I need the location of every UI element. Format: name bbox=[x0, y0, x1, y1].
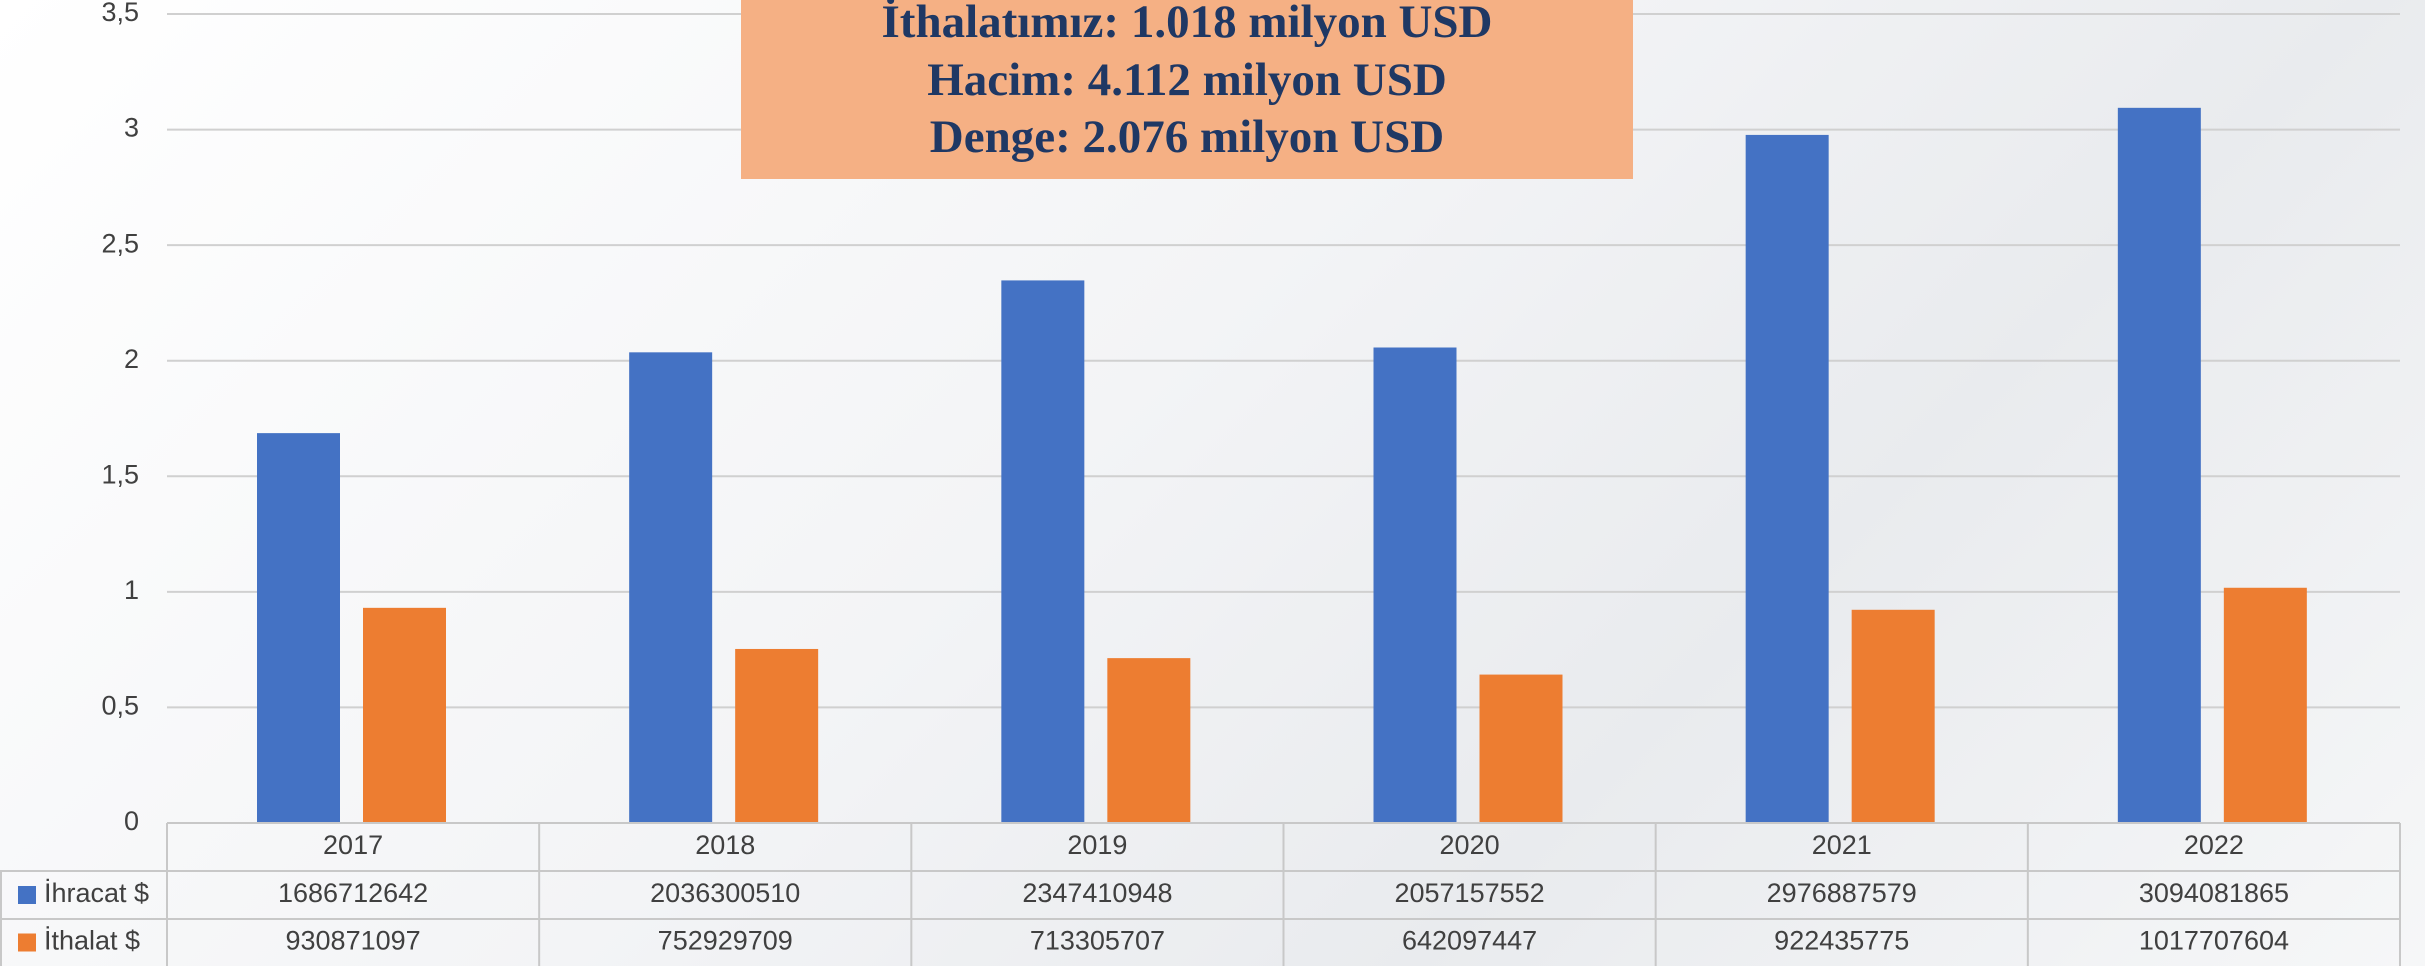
y-tick-label: 2,5 bbox=[101, 228, 139, 258]
bar bbox=[629, 352, 713, 823]
legend-label: İhracat $ bbox=[44, 877, 149, 908]
y-tick-label: 3 bbox=[124, 113, 139, 143]
table-cell: 2057157552 bbox=[1394, 878, 1544, 908]
x-tick-label: 2019 bbox=[1067, 830, 1127, 860]
bar bbox=[363, 607, 446, 823]
y-tick-label: 1,5 bbox=[101, 459, 139, 489]
bar bbox=[1107, 658, 1191, 823]
annotation: İthalatımız: 1.018 milyon USD bbox=[882, 0, 1493, 48]
bar bbox=[1479, 674, 1563, 823]
bar bbox=[257, 433, 340, 823]
y-tick-label: 1 bbox=[124, 575, 139, 605]
bar bbox=[2223, 587, 2307, 823]
x-tick-label: 2018 bbox=[695, 830, 755, 860]
table-cell: 922435775 bbox=[1774, 926, 1909, 956]
x-tick-label: 2017 bbox=[323, 830, 383, 860]
table-cell: 713305707 bbox=[1030, 926, 1165, 956]
annotation: Denge: 2.076 milyon USD bbox=[930, 111, 1444, 163]
bar bbox=[735, 648, 819, 823]
bar bbox=[1373, 347, 1457, 823]
table-cell: 2347410948 bbox=[1022, 878, 1172, 908]
y-tick-label: 2 bbox=[124, 344, 139, 374]
x-tick-label: 2021 bbox=[1812, 830, 1872, 860]
legend-swatch bbox=[18, 886, 36, 904]
bar bbox=[1745, 134, 1829, 823]
bar bbox=[1851, 609, 1935, 823]
x-tick-label: 2022 bbox=[2184, 830, 2244, 860]
legend-label: İthalat $ bbox=[44, 925, 140, 956]
table-cell: 1686712642 bbox=[278, 878, 428, 908]
x-tick-label: 2020 bbox=[1440, 830, 1500, 860]
y-tick-label: 0,5 bbox=[101, 691, 139, 721]
table-cell: 2976887579 bbox=[1767, 878, 1917, 908]
table-cell: 930871097 bbox=[286, 926, 421, 956]
bar bbox=[1001, 280, 1085, 823]
table-cell: 642097447 bbox=[1402, 926, 1537, 956]
table-cell: 2036300510 bbox=[650, 878, 800, 908]
legend-swatch bbox=[18, 933, 36, 952]
bar bbox=[2117, 107, 2201, 824]
annotation-box bbox=[741, 0, 1633, 179]
table-cell: 752929709 bbox=[658, 926, 793, 956]
table-cell: 3094081865 bbox=[2139, 878, 2289, 908]
table-cell: 1017707604 bbox=[2139, 926, 2289, 956]
y-tick-label: 0 bbox=[124, 806, 139, 836]
y-tick-label: 3,5 bbox=[101, 0, 139, 27]
annotation: Hacim: 4.112 milyon USD bbox=[927, 54, 1447, 106]
